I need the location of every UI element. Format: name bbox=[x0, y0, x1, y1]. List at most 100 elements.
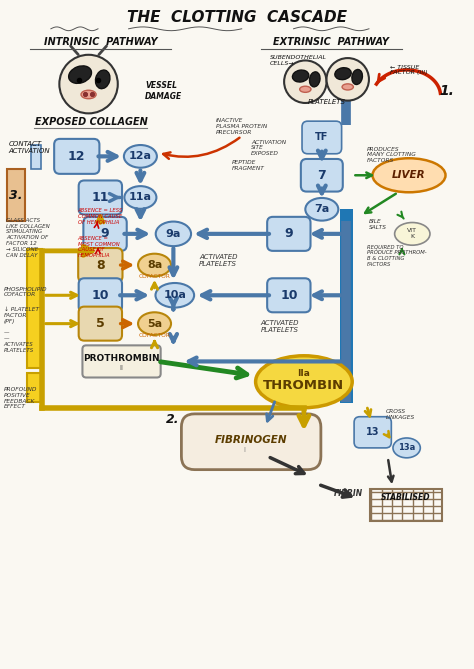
Text: THE  CLOTTING  CASCADE: THE CLOTTING CASCADE bbox=[127, 11, 347, 25]
Text: 5a: 5a bbox=[147, 318, 162, 328]
Ellipse shape bbox=[342, 84, 354, 90]
Text: 7a: 7a bbox=[314, 204, 329, 214]
Text: FIBRIN: FIBRIN bbox=[334, 489, 363, 498]
Text: 9: 9 bbox=[284, 227, 293, 240]
Text: STABILISED: STABILISED bbox=[381, 493, 430, 502]
Text: 9: 9 bbox=[101, 227, 109, 240]
Text: 10a: 10a bbox=[164, 290, 186, 300]
Text: 7: 7 bbox=[318, 169, 326, 182]
Ellipse shape bbox=[156, 221, 191, 246]
FancyBboxPatch shape bbox=[79, 278, 122, 312]
Text: EXTRINSIC  PATHWAY: EXTRINSIC PATHWAY bbox=[273, 37, 389, 47]
Text: ACTIVATION
SITE
EXPOSED: ACTIVATION SITE EXPOSED bbox=[251, 140, 286, 156]
Text: PRODUCES
MANY CLOTTING
FACTORS: PRODUCES MANY CLOTTING FACTORS bbox=[366, 147, 415, 163]
Text: 3.: 3. bbox=[9, 189, 23, 201]
Ellipse shape bbox=[310, 72, 320, 87]
Text: 9a: 9a bbox=[166, 229, 181, 239]
Text: EXPOSED COLLAGEN: EXPOSED COLLAGEN bbox=[35, 117, 147, 127]
Bar bbox=[340, 209, 353, 403]
Text: TF: TF bbox=[315, 132, 328, 142]
FancyBboxPatch shape bbox=[82, 345, 161, 377]
Text: GLASS ACTS
LIKE COLLAGEN
STIMULATING
ACTIVATION OF
FACTOR 12
→ SILICONE
CAN DELA: GLASS ACTS LIKE COLLAGEN STIMULATING ACT… bbox=[6, 217, 50, 258]
FancyBboxPatch shape bbox=[78, 248, 122, 282]
FancyBboxPatch shape bbox=[79, 306, 122, 341]
FancyBboxPatch shape bbox=[301, 159, 343, 191]
Ellipse shape bbox=[69, 66, 91, 84]
Text: INACTIVE
PLASMA PROTEIN
PRECURSOR: INACTIVE PLASMA PROTEIN PRECURSOR bbox=[216, 118, 267, 135]
Ellipse shape bbox=[352, 70, 363, 84]
Text: II: II bbox=[119, 365, 124, 371]
Text: —
—
ACTIVATES
PLATELETS: — — ACTIVATES PLATELETS bbox=[4, 330, 34, 353]
Text: ↓ PLATELET
FACTOR
(PF): ↓ PLATELET FACTOR (PF) bbox=[4, 307, 39, 324]
Text: PHOSPHOLIPID
COFACTOR: PHOSPHOLIPID COFACTOR bbox=[4, 286, 47, 298]
Text: REQUIRED TO
PRODUCE PROTHROM-
B & CLOTTING
FACTORS: REQUIRED TO PRODUCE PROTHROM- B & CLOTTI… bbox=[366, 244, 426, 267]
Text: INTRINSIC  PATHWAY: INTRINSIC PATHWAY bbox=[44, 37, 157, 47]
Ellipse shape bbox=[373, 159, 446, 192]
Text: ACTIVATED
PLATELETS: ACTIVATED PLATELETS bbox=[261, 320, 299, 333]
Text: IIa: IIa bbox=[298, 369, 310, 378]
FancyBboxPatch shape bbox=[267, 278, 310, 312]
Text: PROTHROMBIN: PROTHROMBIN bbox=[83, 354, 160, 363]
Text: 8: 8 bbox=[96, 258, 105, 272]
Text: 13a: 13a bbox=[398, 444, 415, 452]
Ellipse shape bbox=[124, 186, 156, 209]
Text: COFACTOR: COFACTOR bbox=[138, 333, 171, 338]
Ellipse shape bbox=[335, 68, 351, 80]
Text: 2.: 2. bbox=[166, 413, 180, 426]
Bar bbox=[370, 490, 441, 521]
Bar bbox=[27, 250, 42, 367]
Ellipse shape bbox=[393, 438, 420, 458]
FancyBboxPatch shape bbox=[267, 217, 310, 251]
Text: LIVER: LIVER bbox=[392, 171, 426, 180]
Text: FIBRINOGEN: FIBRINOGEN bbox=[215, 435, 287, 445]
Text: 10: 10 bbox=[280, 289, 298, 302]
FancyBboxPatch shape bbox=[302, 121, 342, 154]
Bar bbox=[7, 169, 25, 221]
Text: PLATELETS: PLATELETS bbox=[308, 98, 346, 104]
Text: 10: 10 bbox=[91, 289, 109, 302]
Text: PROFOUND
POSITIVE
FEEDBACK
EFFECT: PROFOUND POSITIVE FEEDBACK EFFECT bbox=[4, 387, 37, 409]
FancyBboxPatch shape bbox=[354, 417, 392, 448]
Ellipse shape bbox=[292, 70, 309, 82]
Ellipse shape bbox=[124, 145, 157, 168]
Text: ABSENCE =
MOST COMMON
CAUSE OF
HEMOPHILIA: ABSENCE = MOST COMMON CAUSE OF HEMOPHILI… bbox=[78, 236, 119, 258]
Text: 12: 12 bbox=[68, 150, 85, 163]
Ellipse shape bbox=[300, 86, 311, 92]
Ellipse shape bbox=[138, 312, 171, 335]
FancyBboxPatch shape bbox=[54, 139, 100, 174]
FancyBboxPatch shape bbox=[83, 217, 127, 251]
FancyBboxPatch shape bbox=[79, 181, 122, 215]
Text: PEPTIDE
FRAGMENT: PEPTIDE FRAGMENT bbox=[232, 161, 265, 171]
Ellipse shape bbox=[138, 254, 171, 276]
Ellipse shape bbox=[81, 90, 96, 99]
Circle shape bbox=[327, 58, 369, 100]
Ellipse shape bbox=[155, 283, 194, 308]
Text: ACTIVATED
PLATELETS: ACTIVATED PLATELETS bbox=[199, 254, 238, 267]
Ellipse shape bbox=[395, 223, 430, 246]
Ellipse shape bbox=[255, 356, 352, 407]
Text: 5: 5 bbox=[96, 317, 105, 330]
Text: THROMBIN: THROMBIN bbox=[264, 379, 345, 391]
Text: ← TISSUE
FACTOR (III): ← TISSUE FACTOR (III) bbox=[390, 64, 428, 76]
Text: 13: 13 bbox=[366, 427, 380, 438]
Text: VESSEL
DAMAGE: VESSEL DAMAGE bbox=[145, 82, 182, 101]
Text: 11: 11 bbox=[91, 191, 109, 204]
FancyBboxPatch shape bbox=[182, 414, 321, 470]
Text: CONTACT
ACTIVATION: CONTACT ACTIVATION bbox=[9, 141, 50, 155]
Text: 8a: 8a bbox=[147, 260, 162, 270]
Text: I: I bbox=[243, 448, 245, 454]
Text: COFACTOR: COFACTOR bbox=[138, 274, 171, 280]
Circle shape bbox=[59, 55, 118, 113]
Bar bbox=[27, 373, 42, 402]
Text: ABSENCE = LESS
COMMON CAUSE
OF HEMOPHILIA: ABSENCE = LESS COMMON CAUSE OF HEMOPHILI… bbox=[78, 208, 123, 225]
Text: VIT
K: VIT K bbox=[407, 228, 417, 240]
Ellipse shape bbox=[305, 198, 338, 221]
Text: 11a: 11a bbox=[129, 193, 152, 203]
Text: 1.: 1. bbox=[439, 84, 455, 98]
Text: BILE
SALTS: BILE SALTS bbox=[369, 219, 387, 230]
Circle shape bbox=[284, 60, 327, 103]
Text: SUBENDOTHELIAL
CELLS→: SUBENDOTHELIAL CELLS→ bbox=[270, 55, 327, 66]
Text: 12a: 12a bbox=[129, 151, 152, 161]
Text: CROSS
LINKAGES: CROSS LINKAGES bbox=[385, 409, 415, 420]
Bar bbox=[31, 145, 41, 169]
